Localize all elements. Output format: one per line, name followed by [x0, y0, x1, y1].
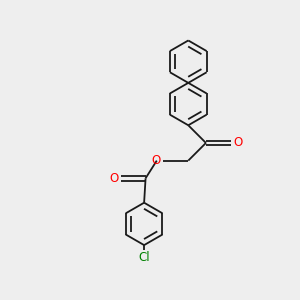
- Text: Cl: Cl: [138, 251, 150, 264]
- Text: O: O: [152, 154, 161, 167]
- Text: O: O: [109, 172, 118, 185]
- Text: O: O: [233, 136, 243, 149]
